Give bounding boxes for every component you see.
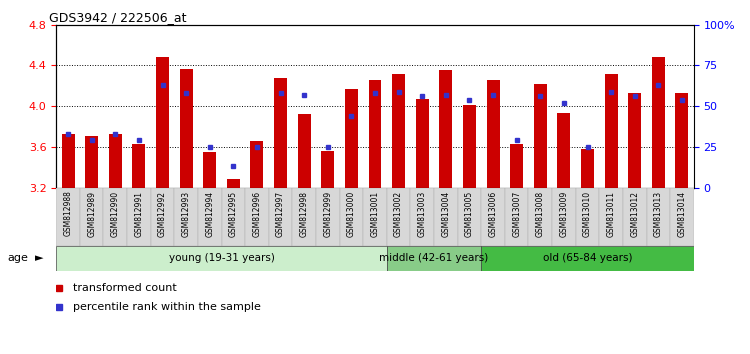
- Text: GSM813010: GSM813010: [583, 190, 592, 237]
- Bar: [392, 74, 405, 188]
- FancyBboxPatch shape: [387, 246, 482, 271]
- Text: GSM812994: GSM812994: [206, 190, 214, 237]
- Bar: [133, 144, 146, 188]
- FancyBboxPatch shape: [245, 188, 268, 246]
- Text: GSM812990: GSM812990: [111, 190, 120, 237]
- FancyBboxPatch shape: [599, 188, 623, 246]
- FancyBboxPatch shape: [56, 188, 80, 246]
- FancyBboxPatch shape: [576, 188, 599, 246]
- FancyBboxPatch shape: [482, 188, 505, 246]
- Bar: [604, 74, 617, 188]
- Text: GSM813014: GSM813014: [677, 190, 686, 237]
- Text: GSM812997: GSM812997: [276, 190, 285, 237]
- FancyBboxPatch shape: [221, 188, 245, 246]
- Bar: [156, 57, 169, 188]
- FancyBboxPatch shape: [529, 188, 552, 246]
- Text: GSM813009: GSM813009: [560, 190, 568, 237]
- Text: age: age: [8, 253, 28, 263]
- Bar: [676, 93, 688, 188]
- Text: GSM812993: GSM812993: [182, 190, 190, 237]
- Text: GSM813011: GSM813011: [607, 190, 616, 236]
- Bar: [463, 105, 476, 188]
- Text: GSM812992: GSM812992: [158, 190, 167, 236]
- Text: ►: ►: [35, 253, 44, 263]
- FancyBboxPatch shape: [104, 188, 127, 246]
- Bar: [652, 57, 664, 188]
- Text: GSM812996: GSM812996: [253, 190, 262, 237]
- Text: GSM813012: GSM813012: [630, 190, 639, 236]
- Bar: [321, 151, 334, 188]
- Text: GSM812999: GSM812999: [323, 190, 332, 237]
- Text: GSM812989: GSM812989: [87, 190, 96, 236]
- Text: GSM813006: GSM813006: [488, 190, 497, 237]
- FancyBboxPatch shape: [340, 188, 363, 246]
- Bar: [368, 80, 382, 188]
- FancyBboxPatch shape: [198, 188, 221, 246]
- Text: GSM813013: GSM813013: [654, 190, 663, 237]
- Bar: [345, 89, 358, 188]
- Bar: [416, 99, 429, 188]
- Text: GDS3942 / 222506_at: GDS3942 / 222506_at: [49, 11, 186, 24]
- FancyBboxPatch shape: [174, 188, 198, 246]
- FancyBboxPatch shape: [268, 188, 292, 246]
- Text: transformed count: transformed count: [73, 282, 176, 293]
- Text: GSM812988: GSM812988: [64, 190, 73, 236]
- Bar: [274, 78, 287, 188]
- FancyBboxPatch shape: [482, 246, 694, 271]
- Bar: [557, 113, 571, 188]
- Text: GSM813002: GSM813002: [394, 190, 403, 237]
- Bar: [487, 80, 500, 188]
- FancyBboxPatch shape: [670, 188, 694, 246]
- Text: percentile rank within the sample: percentile rank within the sample: [73, 302, 261, 312]
- Bar: [628, 93, 641, 188]
- FancyBboxPatch shape: [56, 246, 387, 271]
- FancyBboxPatch shape: [552, 188, 576, 246]
- Text: GSM813005: GSM813005: [465, 190, 474, 237]
- FancyBboxPatch shape: [80, 188, 104, 246]
- Text: middle (42-61 years): middle (42-61 years): [380, 253, 489, 263]
- Bar: [226, 179, 240, 188]
- Bar: [203, 152, 216, 188]
- Bar: [298, 114, 310, 188]
- Text: GSM812995: GSM812995: [229, 190, 238, 237]
- Bar: [510, 144, 524, 188]
- Text: GSM813007: GSM813007: [512, 190, 521, 237]
- FancyBboxPatch shape: [316, 188, 340, 246]
- Bar: [86, 136, 98, 188]
- Bar: [440, 69, 452, 188]
- Bar: [581, 149, 594, 188]
- Bar: [109, 134, 122, 188]
- FancyBboxPatch shape: [387, 188, 410, 246]
- Bar: [179, 69, 193, 188]
- FancyBboxPatch shape: [505, 188, 529, 246]
- FancyBboxPatch shape: [646, 188, 670, 246]
- Text: GSM813008: GSM813008: [536, 190, 544, 237]
- Text: GSM813004: GSM813004: [441, 190, 450, 237]
- Text: GSM812991: GSM812991: [134, 190, 143, 236]
- FancyBboxPatch shape: [363, 188, 387, 246]
- Bar: [534, 84, 547, 188]
- FancyBboxPatch shape: [127, 188, 151, 246]
- FancyBboxPatch shape: [458, 188, 482, 246]
- Text: GSM813000: GSM813000: [347, 190, 356, 237]
- Text: young (19-31 years): young (19-31 years): [169, 253, 274, 263]
- Text: old (65-84 years): old (65-84 years): [543, 253, 632, 263]
- FancyBboxPatch shape: [434, 188, 457, 246]
- FancyBboxPatch shape: [151, 188, 174, 246]
- Text: GSM813001: GSM813001: [370, 190, 380, 237]
- FancyBboxPatch shape: [410, 188, 434, 246]
- FancyBboxPatch shape: [292, 188, 316, 246]
- Text: GSM813003: GSM813003: [418, 190, 427, 237]
- Text: GSM812998: GSM812998: [300, 190, 309, 236]
- Bar: [62, 134, 74, 188]
- Bar: [251, 141, 263, 188]
- FancyBboxPatch shape: [623, 188, 646, 246]
